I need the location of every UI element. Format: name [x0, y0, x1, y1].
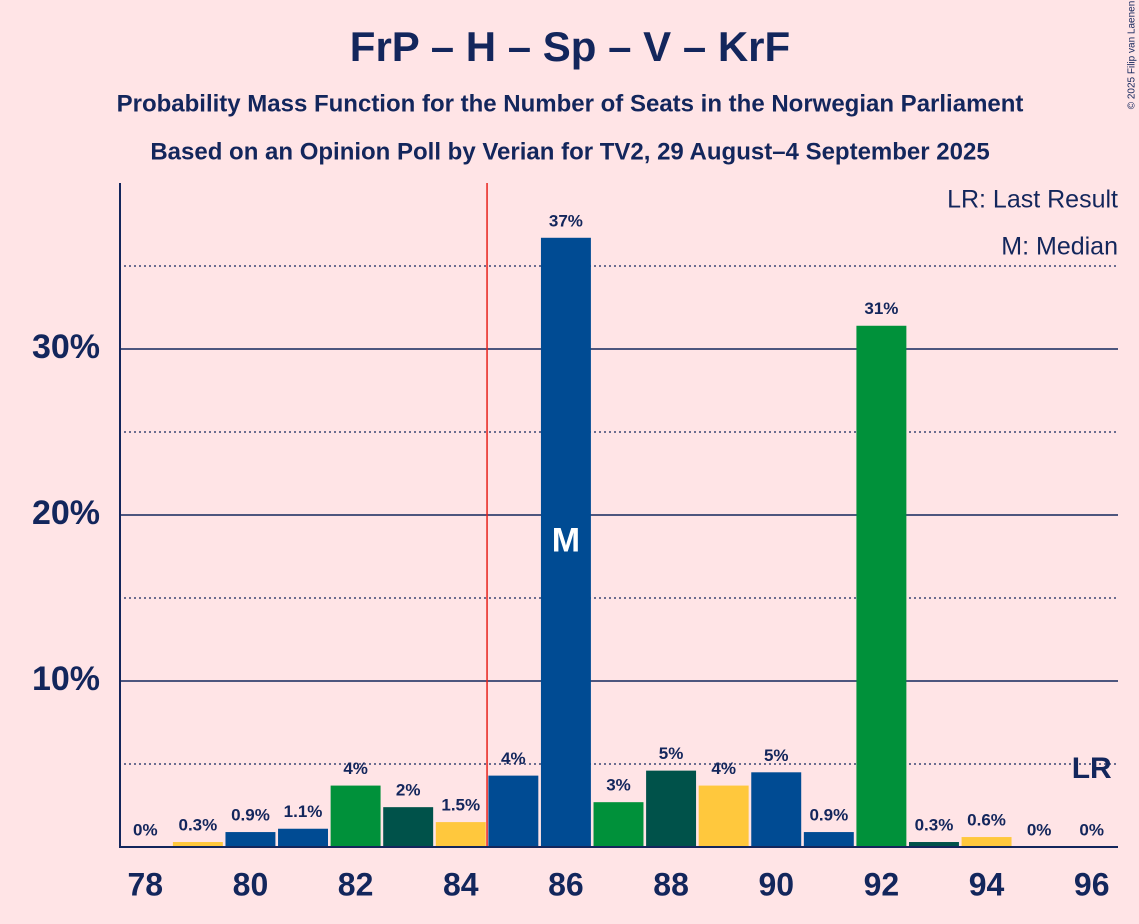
- y-tick-label: 20%: [32, 494, 100, 532]
- value-label: 0%: [1027, 820, 1052, 839]
- value-label: 4%: [343, 759, 368, 778]
- bar: [803, 832, 854, 847]
- value-label: 37%: [549, 211, 583, 230]
- x-tick-label: 86: [548, 866, 584, 902]
- x-tick-label: 82: [338, 866, 374, 902]
- value-label: 0%: [133, 820, 158, 839]
- bar: [908, 842, 959, 847]
- value-label: 3%: [606, 776, 631, 795]
- value-label: 0.6%: [967, 811, 1006, 830]
- value-label: 5%: [764, 746, 789, 765]
- bar: [172, 842, 223, 847]
- y-tick-label: 30%: [32, 328, 100, 366]
- value-label: 1.1%: [284, 802, 323, 821]
- bar: [330, 785, 381, 847]
- bar: [225, 832, 276, 847]
- x-tick-label: 80: [233, 866, 269, 902]
- value-label: 5%: [659, 744, 684, 763]
- value-label: 4%: [501, 749, 526, 768]
- bar: [593, 802, 644, 847]
- chart-title: FrP – H – Sp – V – KrF: [350, 23, 790, 70]
- bar: [646, 770, 697, 847]
- value-label: 2%: [396, 781, 421, 800]
- bar: [435, 822, 486, 847]
- x-tick-label: 88: [653, 866, 689, 902]
- bar: [751, 772, 802, 847]
- bar: [698, 785, 749, 847]
- bar: [488, 775, 539, 847]
- value-label: 31%: [864, 299, 898, 318]
- legend-entry: M: Median: [1001, 233, 1118, 261]
- x-tick-label: 92: [864, 866, 900, 902]
- x-tick-label: 84: [443, 866, 479, 902]
- value-label: 0.9%: [231, 806, 270, 825]
- copyright: © 2025 Filip van Laenen: [1127, 1, 1138, 110]
- x-tick-label: 78: [127, 866, 163, 902]
- bar: [856, 325, 907, 847]
- x-tick-label: 90: [758, 866, 794, 902]
- value-label: 0.9%: [809, 806, 848, 825]
- y-tick-label: 10%: [32, 660, 100, 698]
- bar: [961, 837, 1012, 847]
- value-label: 0.3%: [915, 816, 954, 835]
- x-tick-label: 94: [969, 866, 1005, 902]
- last-result-marker: LR: [1072, 752, 1112, 785]
- subtitle: Probability Mass Function for the Number…: [117, 90, 1024, 117]
- x-tick-label: 96: [1074, 866, 1110, 902]
- legend-entry: LR: Last Result: [947, 186, 1118, 214]
- subtitle: Based on an Opinion Poll by Verian for T…: [150, 138, 989, 165]
- value-label: 0.3%: [178, 816, 217, 835]
- median-marker: M: [552, 521, 580, 559]
- bar: [278, 828, 329, 847]
- value-label: 0%: [1079, 820, 1104, 839]
- value-label: 1.5%: [441, 796, 480, 815]
- value-label: 4%: [711, 759, 736, 778]
- bar: [383, 807, 434, 847]
- bar: [540, 237, 591, 847]
